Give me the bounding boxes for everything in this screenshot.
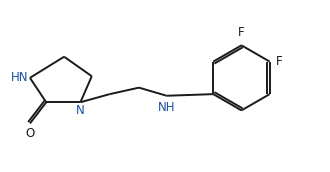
Text: F: F bbox=[238, 26, 245, 39]
Text: F: F bbox=[276, 55, 282, 68]
Text: O: O bbox=[25, 127, 35, 140]
Text: HN: HN bbox=[11, 71, 28, 84]
Text: N: N bbox=[76, 104, 85, 117]
Text: NH: NH bbox=[158, 101, 175, 114]
